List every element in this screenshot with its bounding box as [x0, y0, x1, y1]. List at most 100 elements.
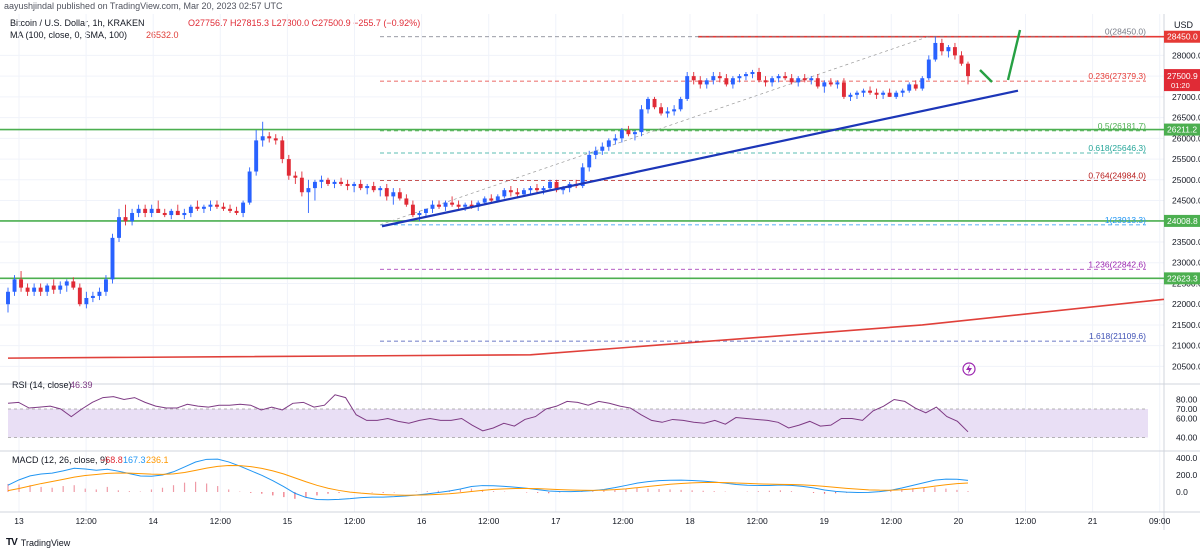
candle-body [208, 204, 213, 207]
candle-body [391, 192, 396, 197]
candle [744, 71, 748, 81]
macd-legend-v2: 167.3 [123, 455, 146, 465]
rsi-tick-label: 40.00 [1176, 433, 1198, 443]
footer: TV TradingView [6, 537, 70, 548]
candle-body [881, 92, 886, 95]
candle [841, 78, 846, 99]
time-tick-label: 20 [954, 516, 964, 526]
time-tick-label: 12:00 [478, 516, 500, 526]
macd-legend-v1: −68.8 [100, 455, 123, 465]
fib-label: 0(28450.0) [1105, 27, 1146, 37]
candle [6, 287, 10, 313]
trendlines [381, 89, 1019, 228]
candle-body [241, 202, 246, 213]
candle-body [600, 146, 605, 151]
price-tick-label: 21500.0 [1172, 320, 1200, 330]
candle [437, 200, 441, 209]
candle [626, 125, 631, 137]
candle-body [397, 192, 402, 199]
candle [345, 179, 350, 191]
candle [430, 200, 435, 213]
ma-legend-label: MA (100, close, 0, SMA, 100) [10, 30, 127, 40]
candle-body [698, 80, 703, 85]
candle [260, 121, 265, 147]
candle-body [201, 206, 206, 209]
candle [783, 71, 788, 81]
candle-body [939, 42, 944, 52]
candle [757, 67, 761, 83]
candle [606, 138, 611, 151]
candle [319, 175, 324, 189]
time-tick-label: 14 [148, 516, 158, 526]
macd-tick-label: 0.0 [1176, 487, 1188, 497]
candle-body [868, 90, 872, 93]
candle-body [417, 212, 422, 216]
candle-body [437, 204, 441, 207]
candle [868, 86, 872, 95]
candle-body [6, 291, 10, 305]
candle-body [711, 76, 716, 81]
candle-body [489, 198, 494, 201]
candle-body [966, 63, 970, 77]
macd-legend-v3: 236.1 [146, 455, 169, 465]
candle-body [926, 59, 931, 79]
candle [508, 186, 513, 197]
horizontal-levels [0, 35, 1164, 280]
candle-body [32, 287, 37, 292]
candle [881, 90, 886, 99]
candle [104, 275, 108, 296]
time-axis[interactable]: 13 12:00 14 12:00 15 12:00 16 12:00 17 12:00 18 12:… [14, 516, 1170, 526]
candle-body [724, 78, 729, 85]
candle-body [822, 82, 827, 87]
candle-body [541, 188, 546, 191]
candle [443, 200, 448, 211]
candle [672, 105, 677, 116]
candle [391, 188, 396, 205]
candle [593, 146, 598, 160]
price-tick-label: 23500.0 [1172, 237, 1200, 247]
candle [352, 181, 357, 193]
candle-body [717, 76, 722, 79]
candle-body [828, 82, 833, 85]
candle-body [319, 179, 324, 182]
time-tick-label: 12:00 [75, 516, 97, 526]
candle-body [672, 109, 677, 112]
candle-body [463, 204, 468, 207]
rsi-tick-label: 60.00 [1176, 414, 1198, 424]
candle [828, 78, 833, 87]
candle [900, 88, 905, 97]
candle [528, 186, 533, 195]
candle-body [424, 208, 428, 213]
price-axis[interactable]: USD28000.027500.027000.026500.026000.025… [1164, 20, 1200, 371]
candle-body [345, 183, 350, 187]
candle-body [384, 188, 389, 197]
lightning-icon[interactable] [962, 362, 976, 376]
time-tick-label: 16 [417, 516, 427, 526]
candle [417, 210, 422, 222]
rsi-tick-label: 70.00 [1176, 404, 1198, 414]
candle [874, 88, 879, 99]
candle-body [874, 92, 879, 95]
candle-body [286, 159, 291, 176]
candle-body [110, 237, 115, 280]
candle-body [358, 183, 363, 189]
candles [6, 36, 970, 313]
candle [913, 80, 918, 91]
macd-tick-label: 200.0 [1176, 470, 1198, 480]
macd-line [7, 458, 969, 501]
candle-body [312, 181, 317, 189]
candle [58, 281, 63, 294]
candle [12, 275, 17, 296]
candle-body [730, 78, 735, 85]
countdown-label: 01:20 [1171, 81, 1190, 90]
candle [665, 107, 670, 118]
candle [247, 167, 252, 205]
candle-body [306, 188, 311, 193]
candle-body [855, 92, 859, 95]
candle-body [900, 90, 905, 93]
candle [149, 204, 154, 218]
candle-body [580, 167, 585, 187]
candle-body [613, 138, 618, 141]
candle [254, 130, 259, 176]
